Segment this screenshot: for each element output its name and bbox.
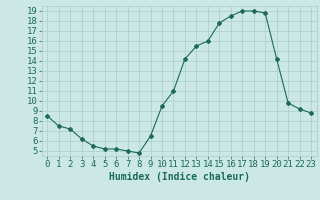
X-axis label: Humidex (Indice chaleur): Humidex (Indice chaleur): [109, 172, 250, 182]
